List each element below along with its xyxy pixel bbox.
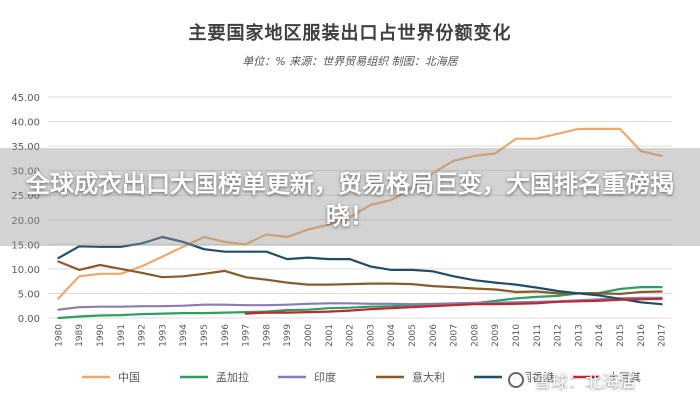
- y-tick-label: 25.00: [11, 191, 40, 202]
- x-tick-label: 2011: [533, 324, 543, 347]
- y-tick-label: 40.00: [11, 118, 40, 129]
- watermark-text: 雪球：北海居: [534, 372, 636, 392]
- snowball-icon: [504, 367, 528, 392]
- y-tick-label: 45.00: [11, 93, 40, 104]
- x-tick-label: 1995: [200, 324, 210, 347]
- legend-label: 孟加拉: [216, 370, 249, 384]
- grid-lines: [48, 96, 672, 319]
- x-tick-label: 2003: [366, 324, 376, 347]
- x-tick-label: 2008: [470, 324, 480, 347]
- y-tick-label: 15.00: [11, 240, 40, 251]
- legend-label: 意大利: [412, 370, 445, 384]
- x-tick-label: 2007: [450, 324, 460, 347]
- x-tick-label: 2016: [637, 324, 647, 347]
- x-tick-label: 2015: [616, 324, 626, 347]
- x-tick-label: 1980: [54, 324, 64, 347]
- series-line: [57, 286, 663, 320]
- x-tick-label: 1997: [242, 324, 252, 347]
- x-tick-label: 2017: [658, 324, 668, 347]
- legend-label: 印度: [314, 370, 336, 384]
- chart-subtitle: 单位：% 来源：世界贸易组织 制图：北海居: [242, 55, 458, 68]
- x-tick-label: 2006: [429, 324, 439, 347]
- y-tick-label: 30.00: [11, 167, 40, 178]
- series-line: [244, 297, 663, 315]
- legend-label: 中国: [118, 371, 140, 384]
- y-tick-label: 10.00: [11, 265, 40, 276]
- x-tick-label: 2002: [346, 324, 356, 347]
- y-tick-label: 0.00: [18, 314, 40, 325]
- x-tick-label: 2012: [554, 324, 564, 347]
- series-line: [57, 127, 663, 300]
- legend-label: 土耳其: [608, 371, 641, 384]
- headline-banner: [0, 148, 700, 246]
- x-tick-label: 1999: [283, 324, 293, 347]
- x-tick-label: 1993: [158, 324, 168, 347]
- x-tick-label: 1991: [117, 324, 127, 347]
- x-tick-label: 2001: [325, 324, 335, 347]
- x-tick-label: 1994: [179, 324, 189, 347]
- x-tick-label: 1998: [262, 324, 272, 347]
- y-tick-label: 35.00: [11, 142, 40, 153]
- watermark: 雪球：北海居: [504, 367, 636, 392]
- x-axis-ticks: 1980 1989 1990 1991 1992 1993 1994 1995 1996 1997…: [54, 324, 667, 347]
- series-line: [57, 260, 663, 295]
- x-tick-label: 2014: [595, 324, 605, 347]
- x-tick-label: 1990: [96, 324, 106, 347]
- x-tick-label: 1989: [75, 324, 85, 347]
- headline-text[interactable]: 全球成衣出口大国榜单更新，贸易格局巨变，大国排名重磅揭晓！: [26, 170, 674, 230]
- chart-title: 主要国家地区服装出口占世界份额变化: [188, 23, 512, 44]
- series-line: [57, 235, 663, 306]
- x-tick-label: 2009: [491, 324, 501, 347]
- x-tick-label: 2000: [304, 324, 314, 347]
- x-tick-label: 1996: [221, 324, 231, 347]
- y-tick-label: 20.00: [11, 216, 40, 227]
- legend: 中国 孟加拉 印度 意大利 中国香港 土耳其: [82, 370, 641, 384]
- x-tick-label: 1992: [138, 324, 148, 347]
- y-tick-label: 5.00: [18, 289, 40, 300]
- x-tick-label: 2004: [387, 324, 397, 347]
- x-tick-label: 2010: [512, 324, 522, 347]
- series-lines: [57, 127, 663, 320]
- x-tick-label: 2013: [574, 324, 584, 347]
- y-axis-ticks: 0.00 5.00 10.00 15.00 20.00 25.00 30.00 35.00 40…: [11, 93, 40, 325]
- x-tick-label: 2005: [408, 324, 418, 347]
